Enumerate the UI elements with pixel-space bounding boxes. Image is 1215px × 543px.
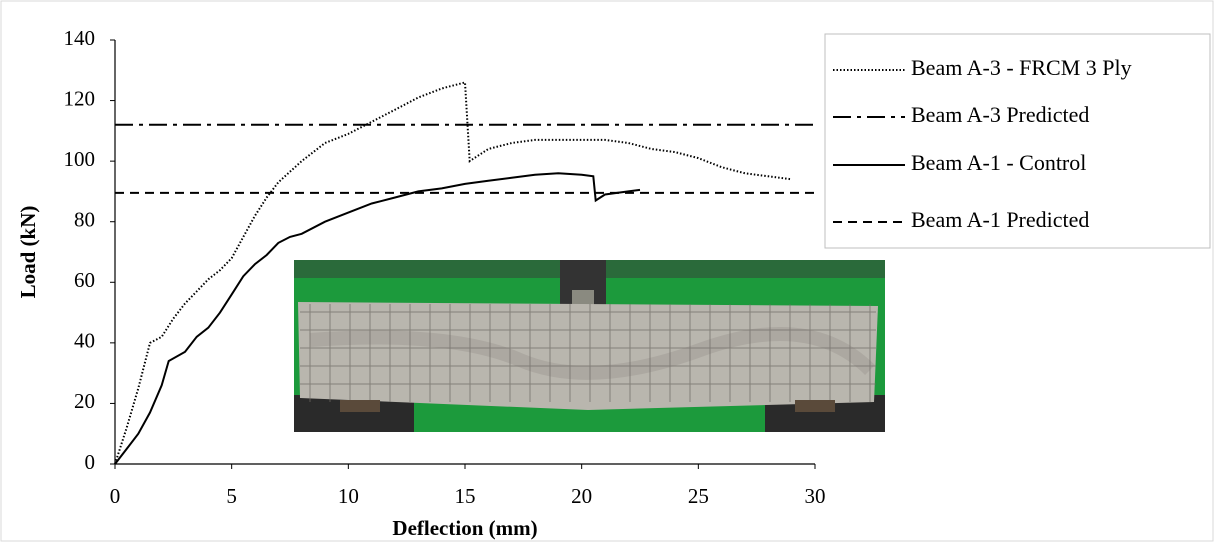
y-tick-label: 140 xyxy=(64,26,96,50)
x-tick-label: 25 xyxy=(688,484,709,508)
y-tick-label: 100 xyxy=(64,147,96,171)
series-line xyxy=(114,81,792,465)
x-axis-label: Deflection (mm) xyxy=(392,516,537,540)
x-tick-label: 0 xyxy=(110,484,121,508)
x-tick-label: 5 xyxy=(226,484,237,508)
x-tick-label: 20 xyxy=(571,484,592,508)
x-tick-label: 10 xyxy=(338,484,359,508)
series-line xyxy=(114,172,641,465)
legend-label: Beam A-3 Predicted xyxy=(911,102,1089,127)
x-tick-label: 15 xyxy=(455,484,476,508)
y-axis-label: Load (kN) xyxy=(16,206,40,299)
y-tick-label: 120 xyxy=(64,86,96,110)
x-tick-label: 30 xyxy=(805,484,826,508)
legend-label: Beam A-3 - FRCM 3 Ply xyxy=(911,55,1132,80)
legend-label: Beam A-1 Predicted xyxy=(911,207,1089,232)
y-tick-label: 40 xyxy=(74,329,95,353)
y-tick-label: 0 xyxy=(85,450,96,474)
y-tick-label: 60 xyxy=(74,268,95,292)
legend-label: Beam A-1 - Control xyxy=(911,150,1086,175)
y-tick-label: 80 xyxy=(74,208,95,232)
y-tick-label: 20 xyxy=(74,389,95,413)
photo-inset xyxy=(294,260,885,432)
